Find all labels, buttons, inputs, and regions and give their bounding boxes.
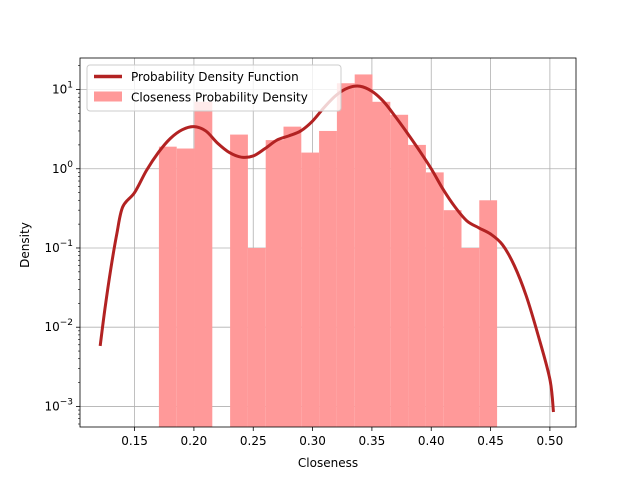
x-tick-label-2: 0.25	[240, 434, 267, 448]
histogram-bar-16	[443, 210, 462, 427]
x-tick-label-0: 0.15	[121, 434, 148, 448]
histogram-bar-4	[230, 134, 248, 428]
y-tick-label-3: 100	[52, 160, 73, 176]
legend-histogram-label: Closeness Probability Density	[131, 91, 308, 105]
y-tick-label-1: 10−2	[44, 318, 73, 334]
histogram-bar-14	[408, 144, 426, 427]
histogram-bar-1	[176, 148, 195, 427]
x-axis-label: Closeness	[298, 456, 358, 470]
y-tick-label-0: 10−3	[44, 397, 73, 413]
legend-box	[86, 64, 342, 112]
y-axis-label: Density	[18, 222, 32, 268]
x-axis: 0.15 0.20 0.25 0.30 0.35 0.40 0.45 0.50	[121, 427, 563, 448]
histogram-bars	[158, 74, 498, 428]
x-tick-label-3: 0.30	[299, 434, 326, 448]
histogram-bar-2	[194, 101, 213, 427]
histogram-bar-18	[479, 200, 498, 427]
pdf-line-layer	[98, 84, 555, 413]
y-tick-label-2: 10−1	[44, 239, 73, 255]
histogram-bar-17	[461, 247, 480, 427]
x-tick-label-1: 0.20	[181, 434, 208, 448]
histogram-bar-7	[283, 126, 302, 427]
x-tick-label-6: 0.45	[477, 434, 504, 448]
histogram-bar-5	[247, 247, 266, 427]
pdf-line	[98, 84, 555, 413]
x-tick-label-5: 0.40	[418, 434, 445, 448]
y-tick-label-4: 101	[52, 81, 73, 97]
plot-frame	[79, 57, 577, 428]
histogram-bar-15	[425, 172, 444, 427]
histogram-bar-11	[354, 74, 373, 427]
x-tick-label-7: 0.50	[537, 434, 564, 448]
histogram-bar-8	[301, 152, 320, 427]
y-axis: 10−3 10−2 10−1 100 101	[44, 65, 80, 425]
histogram-bar-12	[372, 101, 391, 427]
legend-histogram-swatch	[94, 91, 122, 102]
x-tick-label-4: 0.35	[359, 434, 386, 448]
histogram-bar-13	[390, 114, 409, 427]
legend-pdf-label: Probability Density Function	[131, 70, 299, 84]
legend: Probability Density Function Closeness P…	[86, 64, 342, 112]
histogram-bar-0	[158, 146, 177, 427]
histogram-bar-10	[336, 83, 355, 427]
histogram-bar-6	[265, 140, 284, 428]
histogram-bar-9	[319, 130, 337, 427]
